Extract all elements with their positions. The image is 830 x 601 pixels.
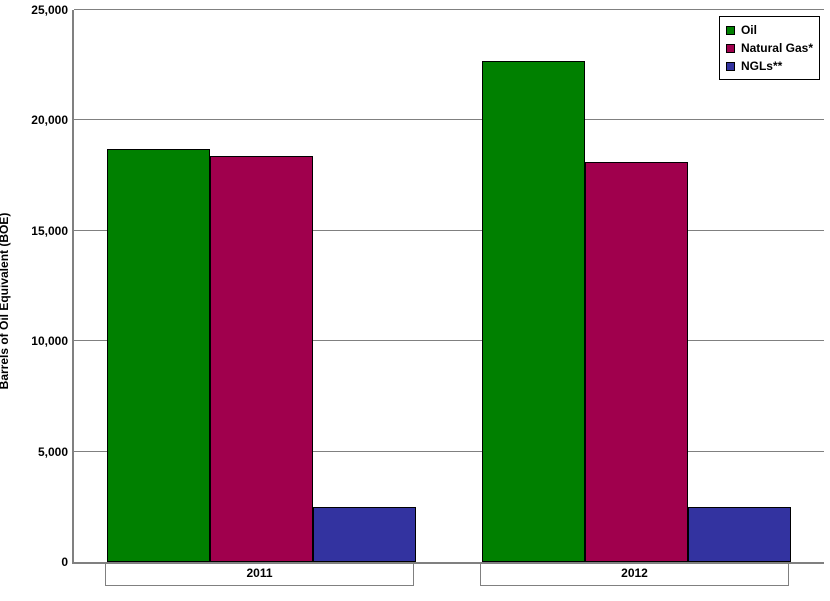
y-axis-label: Barrels of Oil Equivalent (BOE) (0, 212, 11, 389)
legend-item: Natural Gas* (726, 39, 813, 57)
bar (313, 507, 416, 562)
y-tick-label: 20,000 (8, 113, 68, 127)
legend-swatch (726, 62, 735, 71)
bar (107, 149, 210, 562)
y-tick-label: 10,000 (8, 334, 68, 348)
y-tick-label: 25,000 (8, 3, 68, 17)
boe-bar-chart: Barrels of Oil Equivalent (BOE) Oil Natur… (0, 0, 830, 601)
legend-item: Oil (726, 21, 813, 39)
bar (585, 162, 688, 562)
legend: Oil Natural Gas* NGLs** (719, 16, 820, 80)
gridline (74, 119, 824, 120)
bar (210, 156, 313, 562)
y-tick-label: 5,000 (8, 445, 68, 459)
legend-swatch (726, 44, 735, 53)
x-tick-label: 2012 (621, 566, 648, 580)
legend-label: Oil (741, 23, 757, 37)
bar (688, 507, 791, 562)
legend-label: Natural Gas* (741, 41, 813, 55)
y-tick-label: 15,000 (8, 224, 68, 238)
gridline (74, 9, 824, 10)
legend-label: NGLs** (741, 59, 782, 73)
legend-swatch (726, 26, 735, 35)
y-tick-label: 0 (8, 555, 68, 569)
x-tick-label: 2011 (246, 566, 272, 580)
legend-item: NGLs** (726, 57, 813, 75)
plot-area (72, 10, 824, 564)
bar (482, 61, 585, 562)
